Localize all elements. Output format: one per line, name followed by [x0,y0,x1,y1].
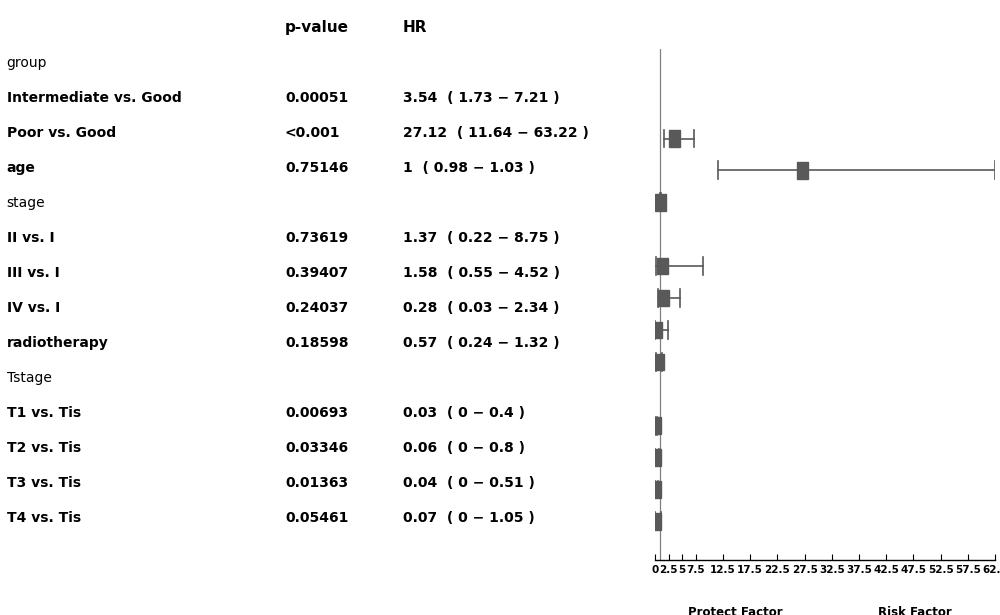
Text: group: group [7,56,47,70]
Bar [650,481,661,498]
Text: 0.39407: 0.39407 [285,266,348,280]
Text: 1  ( 0.98 − 1.03 ): 1 ( 0.98 − 1.03 ) [403,161,535,175]
Text: T4 vs. Tis: T4 vs. Tis [7,510,81,525]
Bar [655,194,666,210]
Bar [653,354,664,370]
Text: 0.57  ( 0.24 − 1.32 ): 0.57 ( 0.24 − 1.32 ) [403,336,559,350]
Text: Protect Factor: Protect Factor [688,606,782,615]
Bar [797,162,808,179]
Bar [650,450,661,466]
Bar [658,290,669,306]
Text: 0.03  ( 0 − 0.4 ): 0.03 ( 0 − 0.4 ) [403,406,525,420]
Text: T3 vs. Tis: T3 vs. Tis [7,475,81,490]
Text: 3.54  ( 1.73 − 7.21 ): 3.54 ( 1.73 − 7.21 ) [403,91,559,105]
Text: 0.04  ( 0 − 0.51 ): 0.04 ( 0 − 0.51 ) [403,475,535,490]
Bar [650,513,661,530]
Bar [651,322,662,338]
Text: III vs. I: III vs. I [7,266,59,280]
Text: 1.58  ( 0.55 − 4.52 ): 1.58 ( 0.55 − 4.52 ) [403,266,560,280]
Text: II vs. I: II vs. I [7,231,54,245]
Text: Intermediate vs. Good: Intermediate vs. Good [7,91,181,105]
Text: 0.00051: 0.00051 [285,91,348,105]
Text: 0.75146: 0.75146 [285,161,348,175]
Text: radiotherapy: radiotherapy [7,336,108,350]
Text: 0.07  ( 0 − 1.05 ): 0.07 ( 0 − 1.05 ) [403,510,535,525]
Text: <0.001: <0.001 [285,126,340,140]
Text: Risk Factor: Risk Factor [878,606,952,615]
Bar [657,258,668,274]
Text: HR: HR [403,20,427,36]
Text: 0.24037: 0.24037 [285,301,348,315]
Bar [669,130,680,147]
Text: Poor vs. Good: Poor vs. Good [7,126,116,140]
Text: 27.12  ( 11.64 − 63.22 ): 27.12 ( 11.64 − 63.22 ) [403,126,589,140]
Bar [650,418,661,434]
Text: 0.06  ( 0 − 0.8 ): 0.06 ( 0 − 0.8 ) [403,441,525,454]
Text: Tstage: Tstage [7,371,51,385]
Text: 0.18598: 0.18598 [285,336,348,350]
Text: 0.00693: 0.00693 [285,406,348,420]
Text: 0.03346: 0.03346 [285,441,348,454]
Text: T2 vs. Tis: T2 vs. Tis [7,441,81,454]
Text: 0.01363: 0.01363 [285,475,348,490]
Text: 0.73619: 0.73619 [285,231,348,245]
Text: T1 vs. Tis: T1 vs. Tis [7,406,81,420]
Text: p-value: p-value [285,20,349,36]
Text: age: age [7,161,35,175]
Text: 0.05461: 0.05461 [285,510,348,525]
Text: 0.28  ( 0.03 − 2.34 ): 0.28 ( 0.03 − 2.34 ) [403,301,559,315]
Text: 1.37  ( 0.22 − 8.75 ): 1.37 ( 0.22 − 8.75 ) [403,231,559,245]
Text: IV vs. I: IV vs. I [7,301,60,315]
Text: stage: stage [7,196,45,210]
